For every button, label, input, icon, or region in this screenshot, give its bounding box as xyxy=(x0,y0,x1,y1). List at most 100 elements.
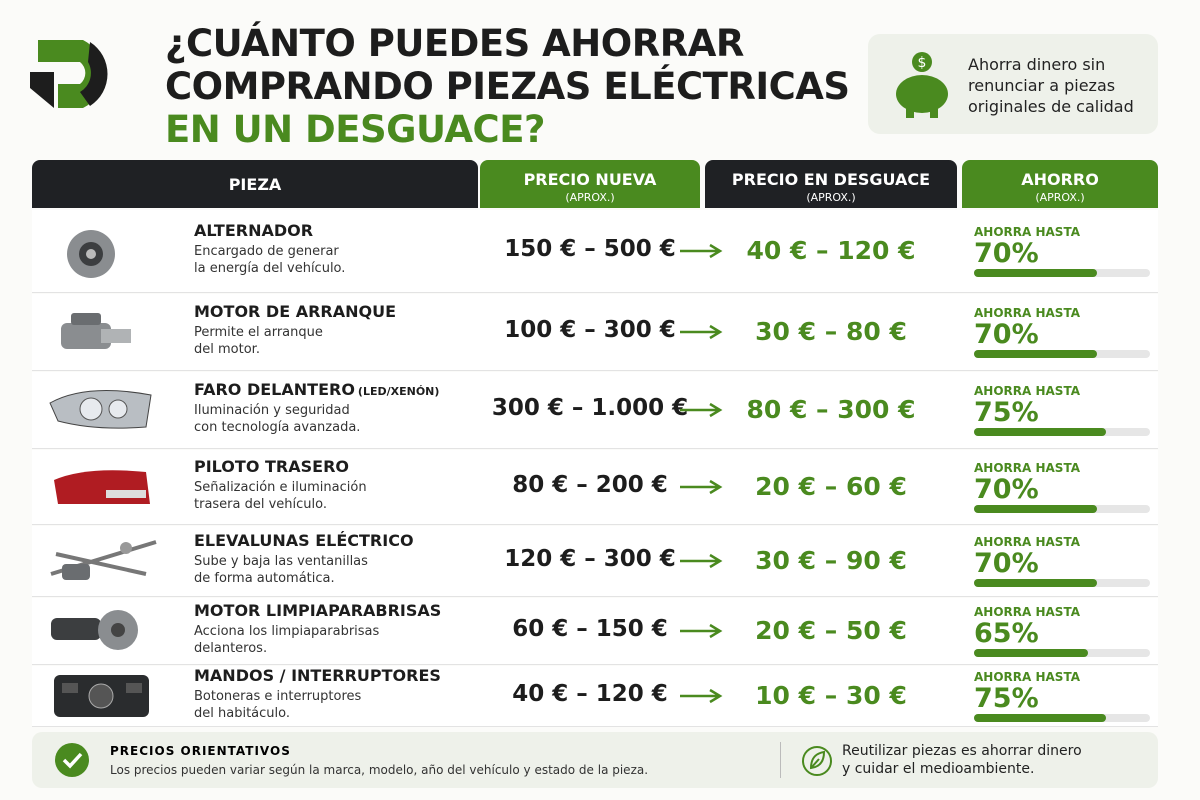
saving-caption: AHORRA HASTA xyxy=(974,384,1080,398)
part-icon xyxy=(50,540,157,580)
saving-track xyxy=(974,649,1150,657)
logo xyxy=(30,40,108,108)
used-price: 80 € – 300 € xyxy=(746,395,916,424)
part-image xyxy=(46,669,161,723)
footer-note: Los precios pueden variar según la marca… xyxy=(110,763,649,777)
new-price: 60 € – 150 € xyxy=(512,616,668,642)
leaf-icon xyxy=(802,746,832,776)
desc-line: la energía del vehículo. xyxy=(194,261,346,276)
part-image xyxy=(46,460,161,514)
part-name: MOTOR LIMPIAPARABRISAS xyxy=(194,601,442,620)
new-price: 100 € – 300 € xyxy=(504,317,676,343)
saving-label: 70% xyxy=(974,474,1039,505)
arrow xyxy=(678,553,724,573)
arrow xyxy=(678,688,724,708)
desc-line: Encargado de generar xyxy=(194,244,339,259)
promo-text: Ahorra dinero sin renunciar a piezas ori… xyxy=(968,55,1134,116)
desc-line: Señalización e iluminación xyxy=(194,480,367,495)
table-row: MANDOS / INTERRUPTORES Botoneras e interr… xyxy=(32,666,1158,727)
desc-line: trasera del vehículo. xyxy=(194,497,328,512)
part-image xyxy=(46,383,161,437)
new-price: 150 € – 500 € xyxy=(504,236,676,262)
column-sub: (APROX.) xyxy=(565,191,615,204)
part-name-wrap: ELEVALUNAS ELÉCTRICO xyxy=(194,531,414,550)
part-name: FARO DELANTERO xyxy=(194,380,355,399)
part-desc: Botoneras e interruptores del habitáculo. xyxy=(194,688,361,722)
part-desc: Permite el arranque del motor. xyxy=(194,324,323,358)
saving: AHORRA HASTA 65% xyxy=(974,605,1150,657)
used-price: 20 € – 60 € xyxy=(755,472,907,501)
desc-line: con tecnología avanzada. xyxy=(194,420,361,435)
table-row: ALTERNADOR Encargado de generar la energía… xyxy=(32,210,1158,293)
saving-label: 70% xyxy=(974,548,1039,579)
new-price: 300 € – 1.000 € xyxy=(491,395,689,421)
part-desc: Encargado de generar la energía del vehíc… xyxy=(194,243,345,277)
saving-label: 70% xyxy=(974,238,1039,269)
part-name-wrap: ALTERNADOR xyxy=(194,221,313,240)
table-row: MOTOR DE ARRANQUE Permite el arranque del … xyxy=(32,294,1158,371)
piggy-icon: $ xyxy=(896,52,948,118)
arrow-icon xyxy=(680,479,723,495)
part-desc: Iluminación y seguridad con tecnología av… xyxy=(194,402,360,436)
used-price: 10 € – 30 € xyxy=(755,681,907,710)
part-image xyxy=(46,604,161,658)
title-line: ¿CUÁNTO PUEDES AHORRAR xyxy=(165,22,744,65)
part-name: MOTOR DE ARRANQUE xyxy=(194,302,397,321)
saving-caption: AHORRA HASTA xyxy=(974,670,1080,684)
arrow-icon xyxy=(680,688,723,704)
saving-bar xyxy=(974,428,1106,436)
part-name: ELEVALUNAS ELÉCTRICO xyxy=(194,531,414,550)
saving-caption: AHORRA HASTA xyxy=(974,605,1080,619)
check-icon xyxy=(55,743,89,777)
part-icon xyxy=(54,470,150,504)
saving-caption: AHORRA HASTA xyxy=(974,535,1080,549)
column-title: PRECIO EN DESGUACE xyxy=(731,170,931,189)
title-highlight: EN UN DESGUACE? xyxy=(165,108,545,151)
saving-track xyxy=(974,714,1150,722)
part-name-wrap: FARO DELANTERO (LED/XENÓN) xyxy=(194,380,439,399)
saving-label: 75% xyxy=(974,683,1039,714)
part-icon xyxy=(61,313,131,349)
header-cell: PRECIO EN DESGUACE (APROX.) xyxy=(705,160,957,208)
saving-track xyxy=(974,428,1150,436)
part-image xyxy=(46,534,161,588)
arrow xyxy=(678,243,724,263)
desc-line: Acciona los limpiaparabrisas xyxy=(194,624,380,639)
footer-title: PRECIOS ORIENTATIVOS xyxy=(110,744,291,758)
desc-line: Iluminación y seguridad xyxy=(194,403,350,418)
promo-box: $ Ahorra dinero sin renunciar a piezas o… xyxy=(868,34,1158,134)
saving-track xyxy=(974,505,1150,513)
saving-caption: AHORRA HASTA xyxy=(974,225,1080,239)
saving-bar xyxy=(974,579,1098,587)
table-row: PILOTO TRASERO Señalización e iluminación… xyxy=(32,450,1158,525)
saving-track xyxy=(974,350,1150,358)
column-title: PRECIO NUEVA xyxy=(523,170,657,189)
part-icon xyxy=(67,230,115,278)
saving: AHORRA HASTA 70% xyxy=(974,225,1150,277)
header-cell: PRECIO NUEVA (APROX.) xyxy=(480,160,700,208)
title: ¿CUÁNTO PUEDES AHORRAR COMPRANDO PIEZAS E… xyxy=(165,22,850,151)
part-name-wrap: PILOTO TRASERO xyxy=(194,457,349,476)
part-name: ALTERNADOR xyxy=(194,221,314,240)
part-name: PILOTO TRASERO xyxy=(194,457,349,476)
part-note: (LED/XENÓN) xyxy=(357,385,440,398)
desc-line: delanteros. xyxy=(194,641,268,656)
saving: AHORRA HASTA 75% xyxy=(974,670,1150,722)
column-sub: (APROX.) xyxy=(1035,191,1085,204)
arrow xyxy=(678,324,724,344)
part-desc: Acciona los limpiaparabrisas delanteros. xyxy=(194,623,379,657)
arrow-icon xyxy=(680,402,723,418)
desc-line: del motor. xyxy=(194,342,260,357)
column-sub: (APROX.) xyxy=(806,191,856,204)
header-cell: AHORRO (APROX.) xyxy=(962,160,1158,208)
table-row: ELEVALUNAS ELÉCTRICO Sube y baja las vent… xyxy=(32,526,1158,597)
saving-bar xyxy=(974,714,1106,722)
saving: AHORRA HASTA 70% xyxy=(974,535,1150,587)
desc-line: Sube y baja las ventanillas xyxy=(194,554,368,569)
saving: AHORRA HASTA 70% xyxy=(974,306,1150,358)
arrow-icon xyxy=(680,553,723,569)
header-cell: PIEZA xyxy=(32,160,478,208)
arrow-icon xyxy=(680,324,723,340)
arrow xyxy=(678,402,724,422)
arrow-icon xyxy=(680,243,723,259)
